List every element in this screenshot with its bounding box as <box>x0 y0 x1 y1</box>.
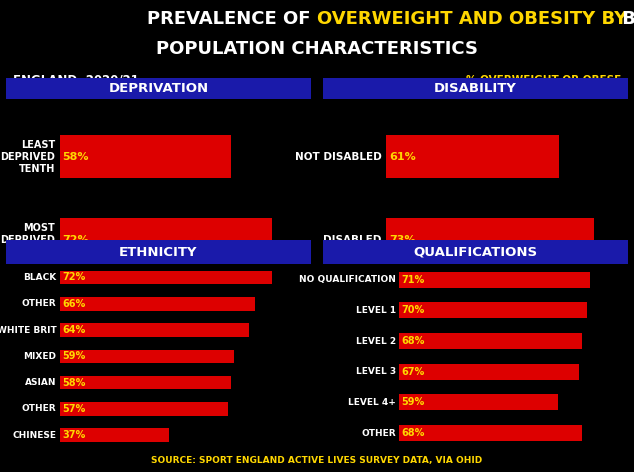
Text: BY: BY <box>616 9 634 27</box>
Text: ENGLAND, 2020/21: ENGLAND, 2020/21 <box>13 74 139 87</box>
Text: 72%: 72% <box>63 272 86 282</box>
FancyBboxPatch shape <box>399 303 587 318</box>
Text: LEVEL 2: LEVEL 2 <box>356 337 396 346</box>
Text: DEPRIVATION: DEPRIVATION <box>108 82 209 95</box>
Text: LEVEL 3: LEVEL 3 <box>356 367 396 376</box>
Text: 66%: 66% <box>63 299 86 309</box>
FancyBboxPatch shape <box>399 425 582 441</box>
FancyBboxPatch shape <box>60 297 254 311</box>
Text: OVERWEIGHT AND OBESITY BY: OVERWEIGHT AND OBESITY BY <box>317 9 627 27</box>
Text: 61%: 61% <box>389 152 415 162</box>
Text: OTHER: OTHER <box>22 299 56 308</box>
Text: 73%: 73% <box>389 235 415 244</box>
FancyBboxPatch shape <box>323 77 628 99</box>
Text: 59%: 59% <box>63 351 86 362</box>
Text: 72%: 72% <box>63 235 89 244</box>
Text: 57%: 57% <box>63 404 86 414</box>
Text: QUALIFICATIONS: QUALIFICATIONS <box>413 246 538 259</box>
Text: 68%: 68% <box>401 336 425 346</box>
FancyBboxPatch shape <box>60 376 231 389</box>
Text: DISABILITY: DISABILITY <box>434 82 517 95</box>
Text: SOURCE: SPORT ENGLAND ACTIVE LIVES SURVEY DATA, VIA OHID: SOURCE: SPORT ENGLAND ACTIVE LIVES SURVE… <box>152 455 482 465</box>
Text: BLACK: BLACK <box>23 273 56 282</box>
FancyBboxPatch shape <box>60 270 272 284</box>
Text: LEAST
DEPRIVED
TENTH: LEAST DEPRIVED TENTH <box>0 140 55 174</box>
FancyBboxPatch shape <box>6 77 311 99</box>
Text: 71%: 71% <box>401 275 425 285</box>
Text: NO QUALIFICATION: NO QUALIFICATION <box>299 275 396 284</box>
Text: OTHER: OTHER <box>361 429 396 438</box>
FancyBboxPatch shape <box>60 218 272 261</box>
FancyBboxPatch shape <box>399 364 579 379</box>
Text: WHITE BRIT: WHITE BRIT <box>0 326 56 335</box>
FancyBboxPatch shape <box>386 218 593 261</box>
Text: CHINESE: CHINESE <box>13 431 56 440</box>
Text: POPULATION CHARACTERISTICS: POPULATION CHARACTERISTICS <box>156 40 478 58</box>
FancyBboxPatch shape <box>60 402 228 416</box>
Text: % OVERWEIGHT OR OBESE: % OVERWEIGHT OR OBESE <box>466 75 621 85</box>
FancyBboxPatch shape <box>60 350 234 363</box>
Text: 68%: 68% <box>401 428 425 438</box>
Text: 37%: 37% <box>63 430 86 440</box>
Text: 58%: 58% <box>63 152 89 162</box>
Text: NOT DISABLED: NOT DISABLED <box>295 152 382 162</box>
FancyBboxPatch shape <box>60 135 231 178</box>
Text: MIXED: MIXED <box>23 352 56 361</box>
Text: 64%: 64% <box>63 325 86 335</box>
Text: ASIAN: ASIAN <box>25 378 56 387</box>
FancyBboxPatch shape <box>60 429 169 442</box>
Text: ETHNICITY: ETHNICITY <box>119 246 198 259</box>
Text: DISABLED: DISABLED <box>323 235 382 244</box>
FancyBboxPatch shape <box>386 135 559 178</box>
Text: LEVEL 1: LEVEL 1 <box>356 306 396 315</box>
FancyBboxPatch shape <box>399 272 590 287</box>
FancyBboxPatch shape <box>323 240 628 264</box>
Text: PREVALENCE OF: PREVALENCE OF <box>147 9 317 27</box>
Text: OTHER: OTHER <box>22 405 56 413</box>
FancyBboxPatch shape <box>6 240 311 264</box>
Text: LEVEL 4+: LEVEL 4+ <box>348 398 396 407</box>
Text: 59%: 59% <box>401 397 425 407</box>
Text: MOST
DEPRIVED
TENTH: MOST DEPRIVED TENTH <box>0 223 55 256</box>
FancyBboxPatch shape <box>399 395 558 410</box>
FancyBboxPatch shape <box>399 333 582 349</box>
Text: 67%: 67% <box>401 367 425 377</box>
Text: 70%: 70% <box>401 305 425 315</box>
FancyBboxPatch shape <box>60 323 249 337</box>
Text: 58%: 58% <box>63 378 86 388</box>
